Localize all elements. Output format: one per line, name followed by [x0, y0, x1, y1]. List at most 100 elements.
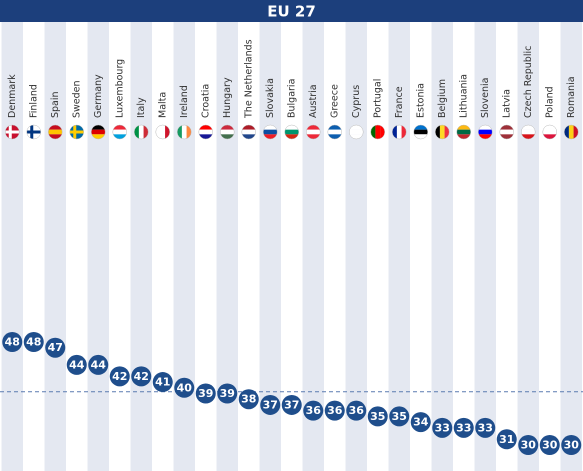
country-label: Estonia [415, 83, 426, 118]
flag-part [30, 125, 34, 139]
flag-border [198, 124, 213, 140]
flag [177, 125, 192, 139]
flag [327, 125, 342, 139]
value-dot [195, 383, 216, 404]
flag-part [306, 125, 321, 130]
value-dot [217, 383, 238, 404]
flag-part [370, 125, 376, 139]
value-dot [324, 400, 345, 421]
value-label: 30 [564, 439, 580, 452]
country-label: France [394, 86, 405, 118]
value-label: 47 [48, 341, 63, 354]
chart-title: EU 27 [267, 3, 316, 21]
country-label: Latvia [501, 89, 512, 118]
flag-part [263, 134, 278, 139]
flag-part [456, 129, 471, 135]
flag-part [456, 134, 471, 139]
value-label: 38 [241, 393, 256, 406]
value-label: 37 [263, 398, 278, 411]
flag-border [542, 124, 557, 140]
flag-part [284, 129, 299, 135]
flag-border [349, 124, 364, 140]
flag-part [26, 130, 41, 134]
flag-part [444, 125, 450, 139]
flag [69, 125, 84, 139]
flag-border [521, 124, 536, 140]
value-dot [475, 417, 496, 438]
flag [220, 125, 235, 139]
column-stripe [130, 22, 152, 471]
value-label: 31 [499, 433, 514, 446]
flag [499, 125, 514, 139]
value-label: 37 [284, 398, 299, 411]
flag-part [478, 134, 493, 139]
country-label: Sweden [71, 80, 82, 118]
flag-part [134, 125, 139, 139]
flag-border [284, 124, 299, 140]
flag-border [134, 124, 149, 140]
title-bar [0, 0, 583, 22]
value-dot [23, 332, 44, 352]
flag-part [573, 125, 579, 139]
flag [542, 125, 557, 139]
flag-part [177, 125, 182, 139]
value-label: 36 [306, 404, 322, 417]
flag [456, 125, 471, 139]
flag-part [91, 134, 106, 139]
flag-part [91, 129, 106, 135]
value-dot [389, 406, 410, 427]
flag-part [375, 125, 381, 139]
flag-part [138, 125, 144, 139]
flag-border [392, 124, 407, 140]
value-dot [303, 400, 324, 421]
flag [306, 125, 321, 139]
flag-part [220, 125, 235, 130]
flag-border [478, 124, 493, 140]
flag-part [198, 125, 213, 130]
flag-part [478, 129, 493, 135]
flag [134, 125, 149, 139]
country-label: Bulgaria [286, 79, 297, 118]
country-label: Austria [308, 84, 319, 118]
value-label: 42 [112, 370, 127, 383]
flag [413, 125, 428, 139]
flag-part [439, 125, 445, 139]
flag-border [499, 124, 514, 140]
country-label: Denmark [7, 74, 18, 118]
flag-part [284, 125, 299, 130]
value-dot [367, 406, 388, 427]
flag-part [220, 129, 235, 135]
flag [155, 125, 170, 139]
country-label: Luxembourg [114, 59, 125, 118]
value-label: 36 [327, 404, 343, 417]
value-dot [109, 366, 130, 387]
value-label: 36 [349, 404, 365, 417]
value-dot [2, 332, 23, 352]
flag-part [396, 125, 402, 139]
flag-part [542, 134, 557, 139]
flag-border [69, 124, 84, 140]
flag-part [349, 134, 364, 139]
flag [392, 125, 407, 139]
flag-part [456, 125, 471, 130]
flag-part [349, 125, 364, 130]
value-dot [152, 372, 173, 393]
value-label: 44 [91, 358, 107, 371]
value-label: 40 [177, 381, 193, 394]
flag-part [499, 134, 514, 139]
flag-border [456, 124, 471, 140]
flag-part [241, 125, 256, 130]
flag-part [380, 125, 385, 139]
value-label: 42 [134, 370, 149, 383]
flag-part [48, 134, 63, 139]
flag-border [241, 124, 256, 140]
value-label: 39 [220, 387, 235, 400]
country-label: Lithuania [458, 74, 469, 118]
flag-part [48, 129, 63, 135]
flag-part [413, 134, 428, 139]
value-label: 48 [26, 336, 41, 349]
value-label: 41 [155, 376, 170, 389]
flag [478, 125, 493, 139]
flag-border [91, 124, 106, 140]
